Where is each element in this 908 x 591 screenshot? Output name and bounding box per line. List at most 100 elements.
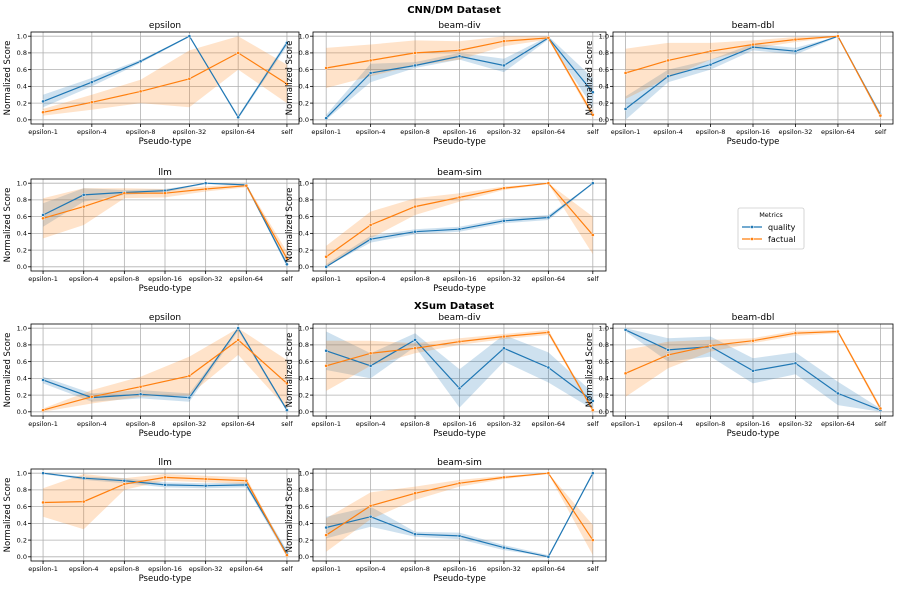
x-tick-label: epsilon-32 [779,128,813,136]
x-tick-label: self [875,420,887,428]
x-tick-label: epsilon-64 [531,275,565,283]
quality-confidence-band [625,36,881,120]
factual-point [413,346,417,351]
y-tick-label: 1.0 [17,32,27,40]
quality-confidence-band [326,36,593,120]
y-tick-label: 0.4 [599,83,609,91]
legend-quality-label: quality [768,223,796,232]
quality-point [138,59,143,64]
quality-point [590,399,595,403]
factual-point [457,195,462,200]
plot-frame [30,323,300,417]
x-tick-label: epsilon-1 [611,420,641,428]
y-tick-label: 0.0 [599,408,609,416]
quality-point [502,346,506,351]
quality-point [751,368,755,373]
quality-point [236,326,241,331]
factual-line [42,52,288,113]
factual-point [285,381,289,386]
quality-point [368,237,373,242]
quality-point [285,41,289,45]
quality-point [590,471,595,476]
quality-point [138,392,143,397]
y-tick-label: 0.8 [17,486,27,494]
x-tick-label: epsilon-32 [487,128,521,136]
quality-point [324,525,329,530]
quality-point [413,532,417,537]
legend-title: Metrics [759,211,783,219]
quality-line [42,35,288,119]
factual-point [836,329,840,334]
x-tick-label: epsilon-64 [821,128,855,136]
x-tick-label: epsilon-4 [77,420,107,428]
quality-point [502,63,506,68]
factual-confidence-band [625,36,881,119]
x-axis-label: Pseudo-type [433,284,486,294]
quality-point [546,215,551,220]
factual-point [285,256,289,261]
quality-point [41,471,45,476]
y-axis-label: Normalized Score [285,41,295,116]
panel-7: 0.0 0.2 0.4 0.6 0.8 1.0 epsilon-1 epsilon-4 epsi… [285,313,607,439]
factual-point [502,186,506,191]
panel-1: 0.0 0.2 0.4 0.6 0.8 1.0 epsilon-1 epsilon-4 epsi… [3,21,300,147]
x-tick-label: epsilon-32 [172,128,206,136]
factual-point [203,477,208,481]
x-tick-label: epsilon-16 [443,128,477,136]
y-tick-label: 0.6 [17,66,27,74]
quality-point [203,483,208,488]
quality-point [187,34,192,39]
y-tick-label: 0.2 [299,99,309,107]
quality-point [41,213,45,217]
factual-point [590,112,595,117]
x-tick-label: self [587,565,599,573]
x-tick-label: epsilon-64 [821,420,855,428]
y-tick-label: 0.0 [299,553,309,561]
y-axis-label: Normalized Score [285,478,295,553]
y-tick-label: 0.0 [299,116,309,124]
y-axis-label: Normalized Score [3,478,13,553]
quality-point [502,218,506,223]
factual-point [236,338,241,342]
x-axis-label: Pseudo-type [727,137,780,147]
quality-point [324,348,329,353]
y-tick-label: 0.4 [299,375,309,383]
y-tick-label: 0.6 [17,213,27,221]
quality-point [244,483,249,487]
quality-point [122,478,127,483]
y-axis-label: Normalized Score [3,333,13,408]
factual-point [457,48,462,53]
x-tick-label: epsilon-32 [487,565,521,573]
x-tick-label: epsilon-8 [400,275,430,283]
quality-confidence-band [43,36,287,120]
x-tick-label: epsilon-1 [28,565,58,573]
quality-point [666,74,670,79]
xsum-section-title: XSum Dataset [414,301,494,312]
factual-point [878,113,883,118]
factual-point [457,339,462,344]
quality-point [623,328,628,332]
factual-point [368,223,373,227]
x-tick-label: epsilon-16 [443,565,477,573]
panel-title: llm [158,168,172,178]
quality-point [324,264,329,269]
x-tick-label: self [281,565,293,573]
factual-point [413,51,417,55]
quality-confidence-band [43,328,287,412]
x-tick-label: epsilon-1 [311,128,341,136]
panel-title: beam-dbl [732,313,775,323]
quality-point [546,365,551,370]
y-tick-label: 0.2 [299,536,309,544]
x-tick-label: self [281,275,293,283]
factual-point [122,191,127,196]
factual-point [163,475,167,480]
x-axis-label: Pseudo-type [433,137,486,147]
x-tick-label: epsilon-16 [736,420,770,428]
quality-point [187,395,192,400]
factual-point [878,406,883,411]
y-tick-label: 1.0 [299,179,309,187]
factual-point [41,110,45,115]
y-tick-label: 0.2 [17,536,27,544]
y-axis-label: Normalized Score [585,41,595,116]
quality-point [368,363,373,368]
